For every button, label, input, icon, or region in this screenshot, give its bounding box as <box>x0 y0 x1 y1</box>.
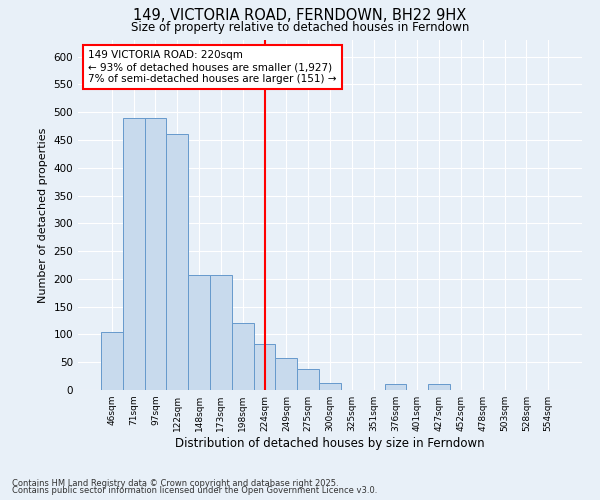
X-axis label: Distribution of detached houses by size in Ferndown: Distribution of detached houses by size … <box>175 437 485 450</box>
Bar <box>188 275 210 390</box>
Bar <box>123 118 145 390</box>
Bar <box>254 344 275 390</box>
Bar <box>145 118 166 390</box>
Bar <box>232 324 254 390</box>
Bar <box>428 384 450 390</box>
Text: 149 VICTORIA ROAD: 220sqm
← 93% of detached houses are smaller (1,927)
7% of sem: 149 VICTORIA ROAD: 220sqm ← 93% of detac… <box>88 50 337 84</box>
Bar <box>210 275 232 390</box>
Bar <box>275 358 297 390</box>
Bar <box>385 384 406 390</box>
Text: Contains public sector information licensed under the Open Government Licence v3: Contains public sector information licen… <box>12 486 377 495</box>
Text: Contains HM Land Registry data © Crown copyright and database right 2025.: Contains HM Land Registry data © Crown c… <box>12 478 338 488</box>
Bar <box>297 369 319 390</box>
Bar <box>319 383 341 390</box>
Bar <box>101 332 123 390</box>
Text: 149, VICTORIA ROAD, FERNDOWN, BH22 9HX: 149, VICTORIA ROAD, FERNDOWN, BH22 9HX <box>133 8 467 22</box>
Bar <box>166 134 188 390</box>
Text: Size of property relative to detached houses in Ferndown: Size of property relative to detached ho… <box>131 21 469 34</box>
Y-axis label: Number of detached properties: Number of detached properties <box>38 128 48 302</box>
